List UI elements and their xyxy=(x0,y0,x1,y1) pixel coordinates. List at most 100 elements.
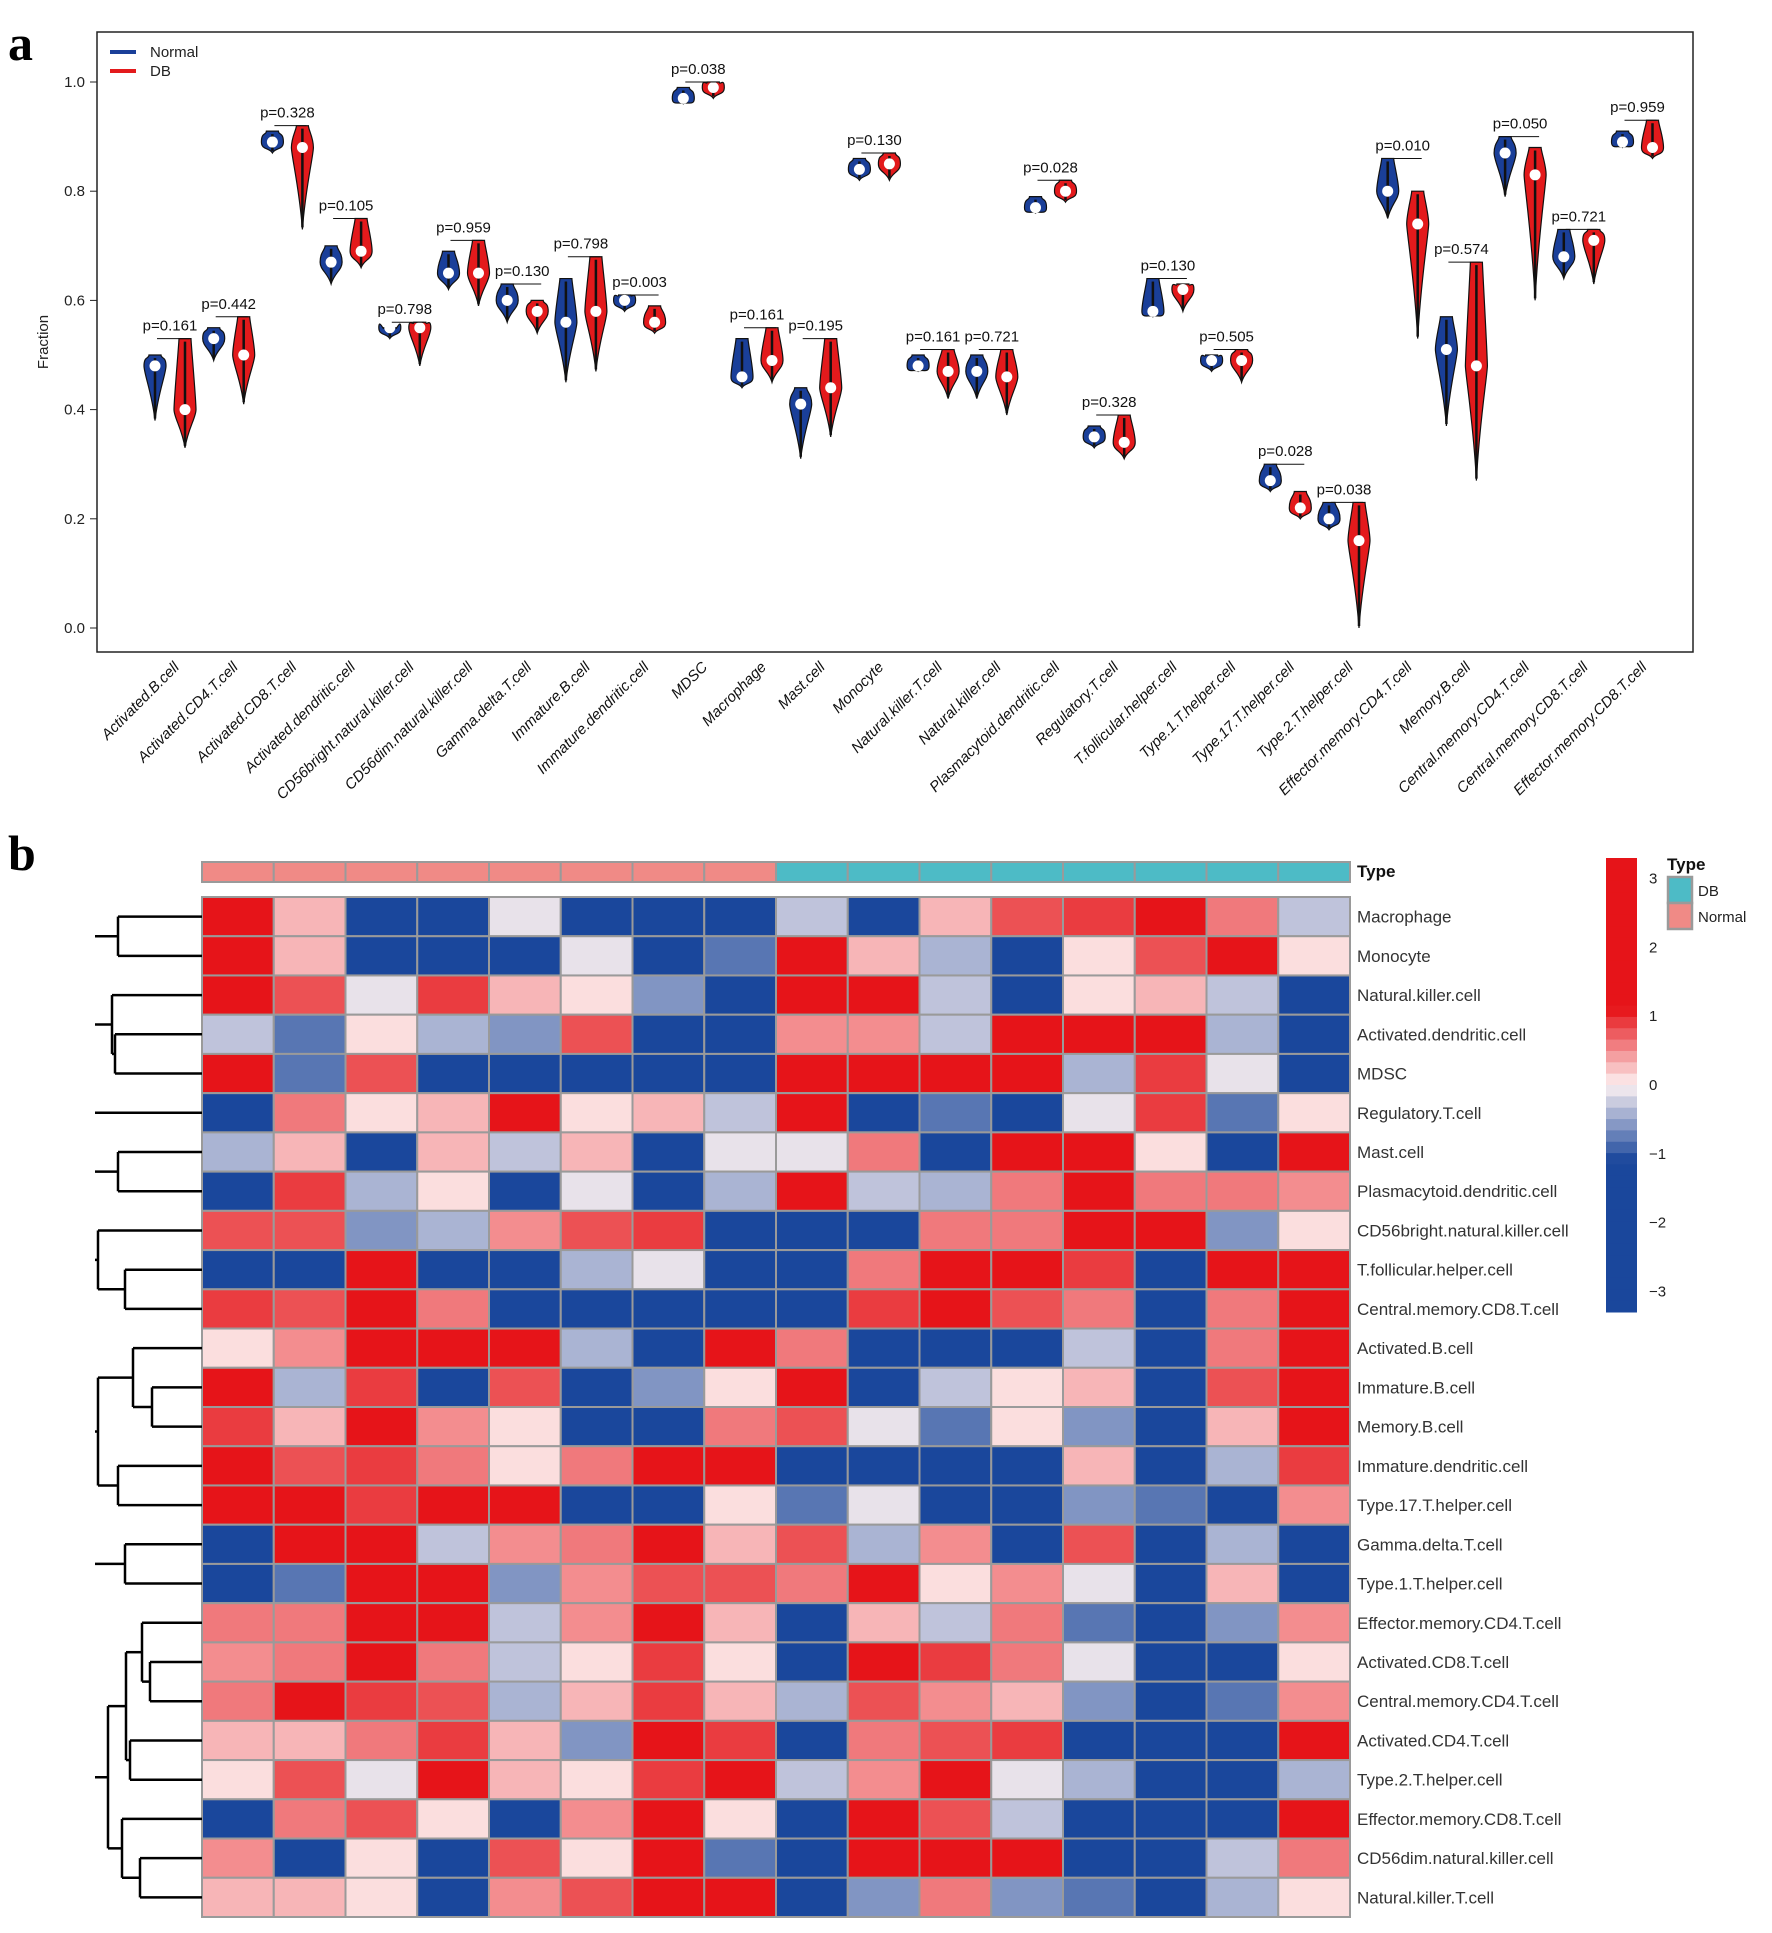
median-point xyxy=(1499,147,1511,159)
colorbar-segment xyxy=(1606,1141,1637,1154)
colorbar-segment xyxy=(1606,1153,1637,1165)
median-point xyxy=(1264,475,1276,487)
heatmap-cell xyxy=(344,1837,419,1879)
heatmap-cell xyxy=(703,1719,777,1762)
heatmap-cell xyxy=(846,1484,921,1526)
row-label: Immature.B.cell xyxy=(1357,1378,1475,1397)
type-legend-title: Type xyxy=(1667,855,1705,874)
median-point xyxy=(1206,354,1218,366)
heatmap-cell xyxy=(990,1406,1064,1448)
heatmap-cell xyxy=(416,1013,490,1055)
heatmap-cell xyxy=(272,1680,347,1722)
type-annotation-cell xyxy=(488,861,562,883)
heatmap-cell xyxy=(1133,1445,1208,1487)
heatmap-cell xyxy=(990,1719,1064,1762)
heatmap-cell xyxy=(703,1170,777,1212)
heatmap-cell xyxy=(416,1092,490,1134)
heatmap-cell xyxy=(703,1249,777,1291)
heatmap-cell xyxy=(559,1562,634,1605)
heatmap-cell xyxy=(416,1170,490,1212)
heatmap-cell xyxy=(1205,1288,1280,1330)
median-point xyxy=(1177,283,1189,295)
heatmap-cell xyxy=(1277,1798,1351,1840)
heatmap-cell xyxy=(1277,1209,1351,1252)
p-value-label: p=0.328 xyxy=(260,105,315,122)
row-label: Effector.memory.CD8.T.cell xyxy=(1357,1810,1561,1829)
heatmap-cell xyxy=(990,1876,1064,1919)
colorbar-segment xyxy=(1606,1243,1637,1256)
panel-a-label: a xyxy=(8,15,33,71)
heatmap-cell xyxy=(201,1641,275,1683)
heatmap-cell xyxy=(918,1523,993,1565)
median-point xyxy=(1118,436,1130,448)
heatmap-cell xyxy=(272,1445,347,1487)
violin-group: p=0.721 xyxy=(1551,208,1606,285)
heatmap-cell xyxy=(201,935,275,977)
median-point xyxy=(883,158,895,170)
heatmap-cell xyxy=(775,1719,849,1762)
heatmap-cell xyxy=(631,1249,706,1291)
heatmap-cell xyxy=(990,1249,1064,1291)
type-annotation-cell xyxy=(272,861,347,883)
heatmap-cell xyxy=(846,1876,921,1919)
heatmap-cell xyxy=(703,1523,777,1565)
heatmap-cell xyxy=(703,1759,777,1801)
heatmap-cell xyxy=(1277,1876,1351,1919)
heatmap-cell xyxy=(201,1366,275,1409)
median-point xyxy=(825,382,837,394)
median-point xyxy=(1382,185,1394,197)
heatmap-cell xyxy=(1277,1759,1351,1801)
row-label: MDSC xyxy=(1357,1065,1407,1084)
heatmap-cell xyxy=(1205,1719,1280,1762)
heatmap-cell xyxy=(631,1680,706,1722)
heatmap-cell xyxy=(918,1013,993,1055)
heatmap-cell xyxy=(703,1288,777,1330)
heatmap-cell xyxy=(775,974,849,1016)
heatmap-cell xyxy=(1062,1131,1136,1173)
heatmap-cell xyxy=(488,1406,562,1448)
y-axis-title: Fraction xyxy=(35,315,52,369)
heatmap-cell xyxy=(703,935,777,977)
heatmap-cell xyxy=(990,1837,1064,1879)
heatmap-cell xyxy=(488,1798,562,1840)
heatmap-cell xyxy=(344,896,419,938)
colorbar-segment xyxy=(1606,869,1637,882)
heatmap-cell xyxy=(416,1131,490,1173)
heatmap-cell xyxy=(990,1366,1064,1409)
colorbar-segment xyxy=(1606,914,1637,927)
x-tick-label: Immature.dendritic.cell xyxy=(534,658,653,777)
heatmap-cell xyxy=(918,1406,993,1448)
violin-group: p=0.161 xyxy=(730,307,784,390)
heatmap-cell xyxy=(775,1013,849,1055)
heatmap-cell xyxy=(488,1523,562,1565)
heatmap-cell xyxy=(344,1445,419,1487)
heatmap-cell xyxy=(559,1249,634,1291)
heatmap-cell xyxy=(1133,1013,1208,1055)
heatmap-cell xyxy=(201,1680,275,1722)
x-tick-label: Activated.dendritic.cell xyxy=(241,658,360,777)
heatmap-cell xyxy=(488,1680,562,1722)
heatmap-cell xyxy=(559,1798,634,1840)
median-point xyxy=(384,322,396,334)
heatmap-cell xyxy=(631,1602,706,1644)
heatmap-cell xyxy=(1133,935,1208,977)
p-value-label: p=0.130 xyxy=(847,132,902,149)
heatmap-cell xyxy=(416,1288,490,1330)
heatmap-cell xyxy=(416,935,490,977)
p-value-label: p=0.038 xyxy=(1317,481,1372,498)
heatmap-cell xyxy=(703,1327,777,1369)
heatmap-cell xyxy=(990,1327,1064,1369)
heatmap-cell xyxy=(488,1052,562,1095)
p-value-label: p=0.574 xyxy=(1434,241,1489,258)
row-label: CD56bright.natural.killer.cell xyxy=(1357,1221,1569,1240)
heatmap-cell xyxy=(1277,1249,1351,1291)
violin-chart: 0.00.20.40.60.81.0 Fraction p=0.161p=0.4… xyxy=(35,31,1694,803)
heatmap-cell xyxy=(488,1876,562,1919)
heatmap-cell xyxy=(1133,1759,1208,1801)
median-point xyxy=(736,371,748,383)
heatmap-cell xyxy=(344,1209,419,1252)
heatmap-cell xyxy=(344,1327,419,1369)
heatmap-cell xyxy=(775,1131,849,1173)
heatmap-cell xyxy=(846,1013,921,1055)
heatmap-cell xyxy=(416,1209,490,1252)
